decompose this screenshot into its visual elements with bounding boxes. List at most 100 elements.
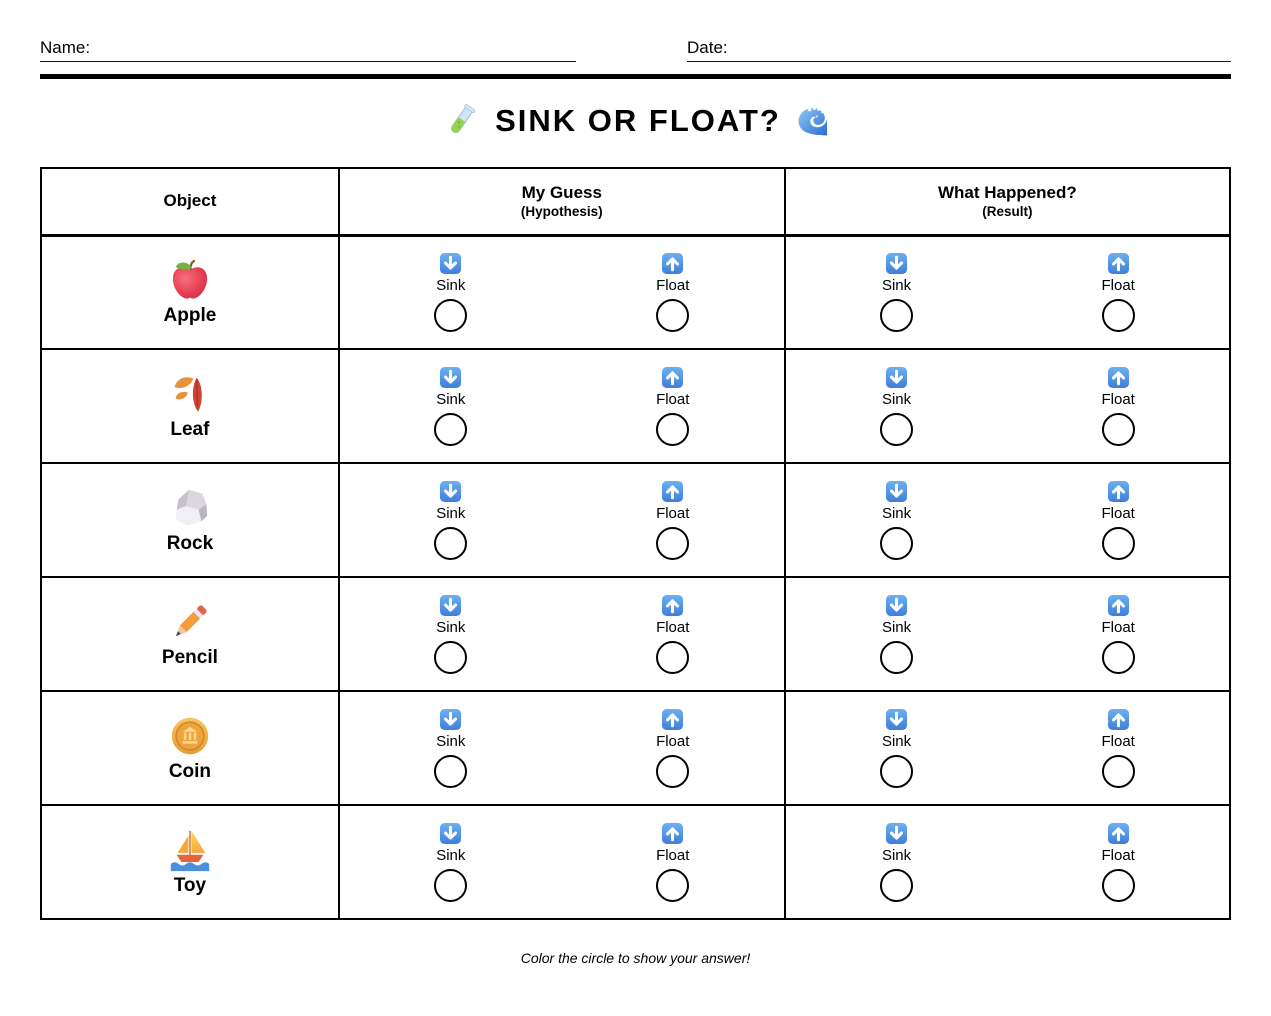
result-cell: Sink Float bbox=[783, 348, 1232, 464]
row-rock: Rock Sink Float Sink Float bbox=[40, 462, 1232, 578]
result-float-circle[interactable] bbox=[1101, 755, 1135, 788]
down-arrow-icon bbox=[885, 366, 908, 389]
date-label: Date: bbox=[687, 38, 728, 57]
guess-sink-option: Sink bbox=[340, 252, 562, 333]
result-sink-circle[interactable] bbox=[880, 869, 914, 902]
down-arrow-icon bbox=[439, 822, 462, 845]
result-sink-circle[interactable] bbox=[880, 641, 914, 674]
row-coin: Coin Sink Float Sink Float bbox=[40, 690, 1232, 806]
result-float-option: Float bbox=[1007, 822, 1229, 902]
guess-float-circle[interactable] bbox=[656, 413, 690, 446]
object-label: Toy bbox=[173, 875, 207, 896]
row-leaf: Leaf Sink Float Sink Float bbox=[40, 348, 1232, 464]
column-header-object: Object bbox=[40, 167, 340, 237]
down-arrow-icon bbox=[885, 708, 908, 731]
option-label: Sink bbox=[881, 505, 912, 522]
guess-cell: Sink Float bbox=[337, 804, 786, 920]
guess-float-circle[interactable] bbox=[656, 755, 690, 788]
object-label: Coin bbox=[168, 761, 212, 782]
up-arrow-icon bbox=[661, 480, 684, 503]
guess-float-circle[interactable] bbox=[656, 869, 690, 902]
result-float-option: Float bbox=[1007, 708, 1229, 788]
column-label: Object bbox=[163, 191, 217, 211]
result-sink-circle[interactable] bbox=[880, 755, 914, 788]
down-arrow-icon bbox=[885, 822, 908, 845]
result-sink-option: Sink bbox=[786, 480, 1008, 560]
guess-float-circle[interactable] bbox=[656, 641, 690, 674]
guess-float-option: Float bbox=[562, 708, 784, 788]
column-label: What Happened? bbox=[937, 183, 1077, 203]
result-float-circle[interactable] bbox=[1101, 299, 1135, 333]
down-arrow-icon bbox=[885, 594, 908, 617]
guess-sink-option: Sink bbox=[340, 708, 562, 788]
object-cell: Rock bbox=[40, 462, 340, 578]
guess-float-circle[interactable] bbox=[656, 527, 690, 560]
option-label: Sink bbox=[436, 391, 466, 408]
object-label: Rock bbox=[166, 533, 214, 554]
guess-sink-circle[interactable] bbox=[434, 413, 468, 446]
up-arrow-icon bbox=[661, 252, 684, 275]
guess-sink-circle[interactable] bbox=[434, 641, 468, 674]
object-label: Apple bbox=[163, 305, 217, 327]
option-label: Sink bbox=[881, 277, 912, 295]
result-float-option: Float bbox=[1007, 594, 1229, 674]
up-arrow-icon bbox=[1107, 822, 1130, 845]
guess-float-option: Float bbox=[562, 366, 784, 446]
page-title: SINK OR FLOAT? bbox=[40, 101, 1231, 141]
guess-sink-option: Sink bbox=[340, 594, 562, 674]
object-label: Pencil bbox=[161, 647, 218, 668]
table-body: Apple Sink Float Sink Float bbox=[40, 234, 1232, 920]
option-label: Sink bbox=[881, 391, 912, 408]
name-field[interactable]: Name: bbox=[40, 38, 576, 62]
option-label: Sink bbox=[436, 277, 466, 295]
option-label: Sink bbox=[436, 733, 466, 750]
result-float-circle[interactable] bbox=[1101, 413, 1135, 446]
result-sink-circle[interactable] bbox=[880, 299, 914, 333]
sink-or-float-table: Object My Guess (Hypothesis) What Happen… bbox=[40, 167, 1232, 920]
result-sink-circle[interactable] bbox=[880, 527, 914, 560]
object-cell: Apple bbox=[40, 234, 340, 350]
guess-sink-circle[interactable] bbox=[434, 527, 468, 560]
down-arrow-icon bbox=[439, 480, 462, 503]
result-float-circle[interactable] bbox=[1101, 527, 1135, 560]
down-arrow-icon bbox=[439, 594, 462, 617]
up-arrow-icon bbox=[661, 366, 684, 389]
object-label: Leaf bbox=[170, 419, 210, 440]
option-label: Sink bbox=[436, 505, 466, 522]
guess-sink-option: Sink bbox=[340, 822, 562, 902]
option-label: Float bbox=[1101, 619, 1135, 636]
option-label: Float bbox=[656, 505, 690, 522]
result-sink-circle[interactable] bbox=[880, 413, 914, 446]
up-arrow-icon bbox=[1107, 252, 1130, 275]
guess-cell: Sink Float bbox=[337, 576, 786, 692]
object-cell: Toy bbox=[40, 804, 340, 920]
option-label: Sink bbox=[881, 619, 912, 636]
guess-float-option: Float bbox=[562, 480, 784, 560]
rock-icon bbox=[167, 485, 213, 531]
guess-cell: Sink Float bbox=[337, 690, 786, 806]
guess-sink-circle[interactable] bbox=[434, 299, 468, 333]
header-divider bbox=[40, 74, 1231, 79]
up-arrow-icon bbox=[661, 594, 684, 617]
result-cell: Sink Float bbox=[783, 690, 1232, 806]
option-label: Float bbox=[656, 619, 690, 636]
down-arrow-icon bbox=[885, 480, 908, 503]
guess-sink-circle[interactable] bbox=[434, 755, 468, 788]
result-float-circle[interactable] bbox=[1101, 869, 1135, 902]
guess-float-circle[interactable] bbox=[656, 299, 690, 333]
result-float-circle[interactable] bbox=[1101, 641, 1135, 674]
pencil-icon bbox=[167, 599, 213, 645]
result-cell: Sink Float bbox=[783, 804, 1232, 920]
column-sublabel: (Result) bbox=[982, 204, 1033, 220]
result-sink-option: Sink bbox=[786, 366, 1008, 446]
date-field[interactable]: Date: bbox=[687, 38, 1231, 62]
option-label: Float bbox=[1101, 277, 1135, 295]
guess-sink-circle[interactable] bbox=[434, 869, 468, 902]
up-arrow-icon bbox=[661, 708, 684, 731]
row-pencil: Pencil Sink Float Sink Float bbox=[40, 576, 1232, 692]
result-sink-option: Sink bbox=[786, 708, 1008, 788]
result-cell: Sink Float bbox=[783, 462, 1232, 578]
water-wave-icon bbox=[795, 104, 830, 139]
column-header-result: What Happened? (Result) bbox=[783, 167, 1232, 237]
guess-float-option: Float bbox=[562, 252, 784, 333]
